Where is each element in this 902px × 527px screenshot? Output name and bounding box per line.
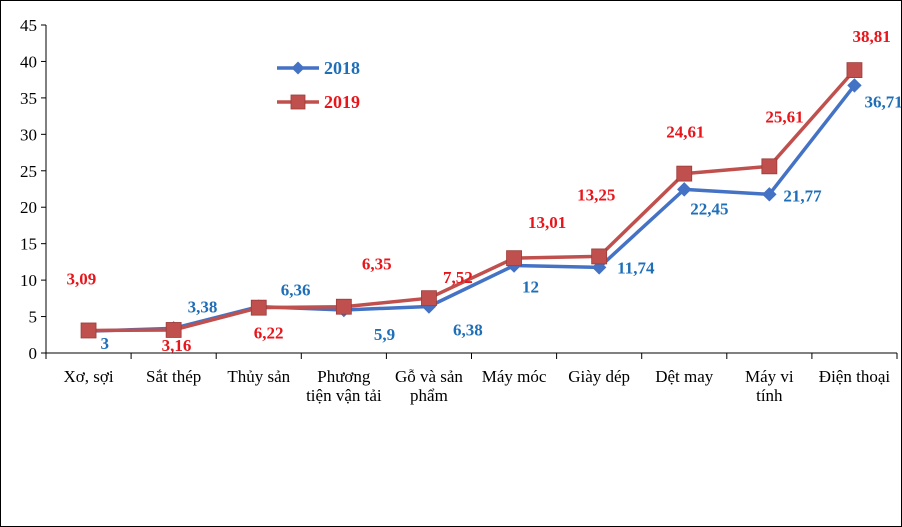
- series-markers: [80, 62, 863, 339]
- y-tick-label: 20: [20, 198, 37, 217]
- marker-2019: [761, 158, 778, 175]
- x-category-label-line: Phương: [317, 367, 371, 386]
- x-category-label: Gỗ và sản phẩm: [395, 367, 463, 405]
- series-line-2019: [88, 68, 856, 333]
- y-tick-label: 35: [20, 89, 37, 108]
- legend-label-2019: 2019: [324, 92, 360, 112]
- data-label-2019: 25,61: [765, 107, 803, 126]
- x-category-label-line: Máy vi: [745, 367, 794, 386]
- x-category-label: Giày dép: [568, 367, 630, 386]
- x-category-label: Điện thoại: [819, 367, 891, 386]
- x-category-label-line: tính: [756, 386, 783, 405]
- legend-marker-2018: [291, 61, 305, 75]
- x-category-label-line: Xơ, sợi: [63, 367, 113, 386]
- data-label-2018: 22,45: [690, 199, 728, 218]
- data-label-2019: 13,01: [528, 213, 566, 232]
- marker-2019: [421, 290, 437, 307]
- marker-2019: [250, 299, 267, 316]
- marker-2018: [762, 187, 777, 202]
- series-lines: [88, 68, 856, 333]
- legend-marker-2019: [290, 94, 306, 110]
- marker-2019: [591, 248, 608, 265]
- x-category-label-line: Gỗ và sản: [395, 367, 463, 386]
- data-label-2018: 12: [522, 278, 539, 297]
- data-label-2019: 6,22: [254, 324, 284, 343]
- x-category-label-line: Giày dép: [568, 367, 630, 386]
- marker-2019: [506, 250, 522, 267]
- x-category-label-line: Dệt may: [655, 367, 714, 386]
- x-category-label: Máy móc: [482, 367, 547, 386]
- data-label-2018: 21,77: [783, 186, 822, 205]
- y-tick-label: 30: [20, 125, 37, 144]
- data-label-2018: 36,71: [864, 92, 901, 111]
- y-tick-label: 0: [29, 344, 38, 363]
- x-category-label: Xơ, sợi: [63, 367, 113, 386]
- x-category-label-line: tiện vận tải: [306, 386, 382, 405]
- marker-2019: [846, 62, 863, 79]
- x-category-label-line: phẩm: [410, 386, 448, 405]
- x-category-label: Dệt may: [655, 367, 714, 386]
- y-tick-label: 45: [20, 16, 37, 35]
- marker-2019: [80, 322, 97, 339]
- data-label-2018: 11,74: [617, 258, 655, 277]
- x-category-label-line: Điện thoại: [819, 367, 891, 386]
- axes: 0 5 10 15 20 25 30 35 40 45 Xơ, sợi Sắt thép Thủy sả…: [20, 16, 898, 405]
- legend: 2018 2019: [277, 58, 360, 112]
- data-label-2018: 6,38: [453, 320, 483, 339]
- y-tick-label: 5: [29, 308, 38, 327]
- marker-2019: [676, 165, 693, 182]
- data-label-2018: 3,38: [188, 297, 218, 316]
- marker-2019: [335, 298, 352, 315]
- x-category-label: Sắt thép: [146, 367, 201, 386]
- x-category-label-line: Thủy sản: [227, 367, 290, 386]
- data-label-2019: 6,35: [362, 255, 392, 274]
- series-line-2018: [88, 84, 856, 333]
- marker-2018: [847, 78, 862, 93]
- x-category-label: Phương tiện vận tải: [306, 367, 382, 405]
- y-tick-label: 10: [20, 271, 37, 290]
- y-tick-label: 40: [20, 52, 37, 71]
- data-label-2019: 3,16: [162, 336, 192, 355]
- data-label-2019: 3,09: [67, 269, 97, 288]
- data-label-2018: 3: [101, 334, 110, 353]
- data-label-2019: 7,52: [443, 268, 473, 287]
- x-category-label-line: Máy móc: [482, 367, 547, 386]
- y-tick-label: 15: [20, 235, 37, 254]
- data-labels: 3 3,38 6,36 5,9 6,38 12 11,74 22,45 21,77 36,71 3,…: [67, 27, 901, 355]
- x-category-label-line: Sắt thép: [146, 367, 201, 386]
- legend-label-2018: 2018: [324, 58, 360, 78]
- x-category-label: Thủy sản: [227, 367, 290, 386]
- marker-2019: [165, 322, 182, 338]
- data-label-2019: 13,25: [577, 185, 615, 204]
- y-tick-label: 25: [20, 162, 37, 181]
- data-label-2019: 38,81: [852, 27, 890, 46]
- data-label-2018: 5,9: [374, 325, 395, 344]
- data-label-2018: 6,36: [281, 281, 311, 300]
- data-label-2019: 24,61: [666, 123, 704, 142]
- marker-2018: [677, 182, 692, 197]
- x-category-label: Máy vi tính: [745, 367, 794, 405]
